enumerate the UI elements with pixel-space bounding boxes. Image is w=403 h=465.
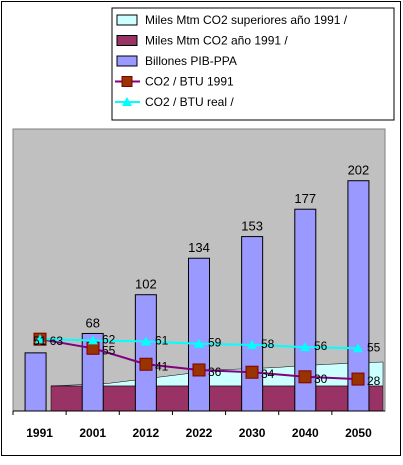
legend-item-3-swatch bbox=[116, 55, 138, 67]
bar-label-2001: 68 bbox=[85, 315, 99, 330]
bar-label-2012: 102 bbox=[135, 277, 157, 292]
co2-btu-real-label-2012: 61 bbox=[155, 333, 169, 347]
bar-label-2050: 202 bbox=[348, 163, 370, 178]
co2-btu-1991-marker-2040 bbox=[298, 370, 312, 384]
co2-btu-1991-marker-2012 bbox=[139, 357, 153, 371]
bar-pib-2022 bbox=[188, 257, 210, 412]
co2-btu-1991-label-2040: 30 bbox=[314, 372, 328, 386]
bar-label-2030: 153 bbox=[241, 219, 263, 234]
co2-btu-1991-label-2030: 34 bbox=[261, 367, 275, 381]
co2-btu-1991-marker-2050 bbox=[351, 372, 365, 386]
x-tick-label-2030: 2030 bbox=[239, 426, 266, 440]
legend-item-3-label: Billones PIB-PPA bbox=[145, 54, 237, 68]
co2-btu-1991-label-2012: 41 bbox=[155, 359, 169, 373]
co2-btu-real-label-2022: 59 bbox=[208, 336, 222, 350]
co2-btu-real-marker-2001 bbox=[88, 335, 98, 345]
x-tick-label-2050: 2050 bbox=[345, 426, 372, 440]
bar-pib-1991 bbox=[24, 352, 47, 412]
co2-btu-real-marker-2012 bbox=[141, 336, 151, 346]
co2-btu-real-marker-1991 bbox=[35, 334, 45, 344]
co2-btu-1991-label-2050: 28 bbox=[367, 374, 381, 388]
x-tick-label-2001: 2001 bbox=[79, 426, 106, 440]
legend-item-1-label: Miles Mtm CO2 superiores año 1991 / bbox=[145, 13, 348, 27]
legend-item-5-label: CO2 / BTU real / bbox=[145, 95, 234, 109]
co2-btu-1991-label-2001: 55 bbox=[102, 343, 116, 357]
co2-btu-real-label-2001: 62 bbox=[102, 332, 116, 346]
co2-btu-real-label-2040: 56 bbox=[314, 339, 328, 353]
legend bbox=[111, 7, 395, 121]
legend-item-4-marker bbox=[121, 76, 133, 87]
x-tick-label-2022: 2022 bbox=[186, 426, 213, 440]
legend-item-4-label: CO2 / BTU 1991 bbox=[145, 75, 234, 89]
x-tick-label-2012: 2012 bbox=[133, 426, 160, 440]
bar-pib-2030 bbox=[241, 236, 264, 412]
co2-btu-1991-label-1991: 51 63 bbox=[33, 334, 63, 348]
x-tick-label-2040: 2040 bbox=[292, 426, 319, 440]
bar-label-2040: 177 bbox=[294, 191, 316, 206]
x-tick-label-1991: 1991 bbox=[26, 426, 53, 440]
legend-item-5-marker bbox=[122, 97, 132, 106]
co2-btu-real-marker-2022 bbox=[194, 338, 204, 348]
co2-btu-real-label-2050: 55 bbox=[367, 340, 381, 354]
co2-btu-real-marker-2040 bbox=[300, 342, 310, 352]
bar-label-2022: 134 bbox=[188, 240, 210, 255]
co2-btu-real-label-2030: 58 bbox=[261, 337, 275, 351]
co2-btu-1991-marker-2022 bbox=[192, 363, 206, 377]
co2-btu-real-marker-2030 bbox=[247, 339, 257, 349]
legend-item-2-swatch bbox=[116, 35, 138, 46]
legend-item-2-label: Miles Mtm CO2 año 1991 / bbox=[145, 34, 288, 48]
bar-pib-2012 bbox=[134, 294, 157, 412]
legend-item-1-swatch bbox=[116, 14, 138, 26]
co2-btu-real-marker-2050 bbox=[353, 343, 363, 353]
co2-btu-1991-marker-2030 bbox=[245, 365, 259, 379]
co2-btu-1991-label-2022: 36 bbox=[208, 365, 222, 379]
